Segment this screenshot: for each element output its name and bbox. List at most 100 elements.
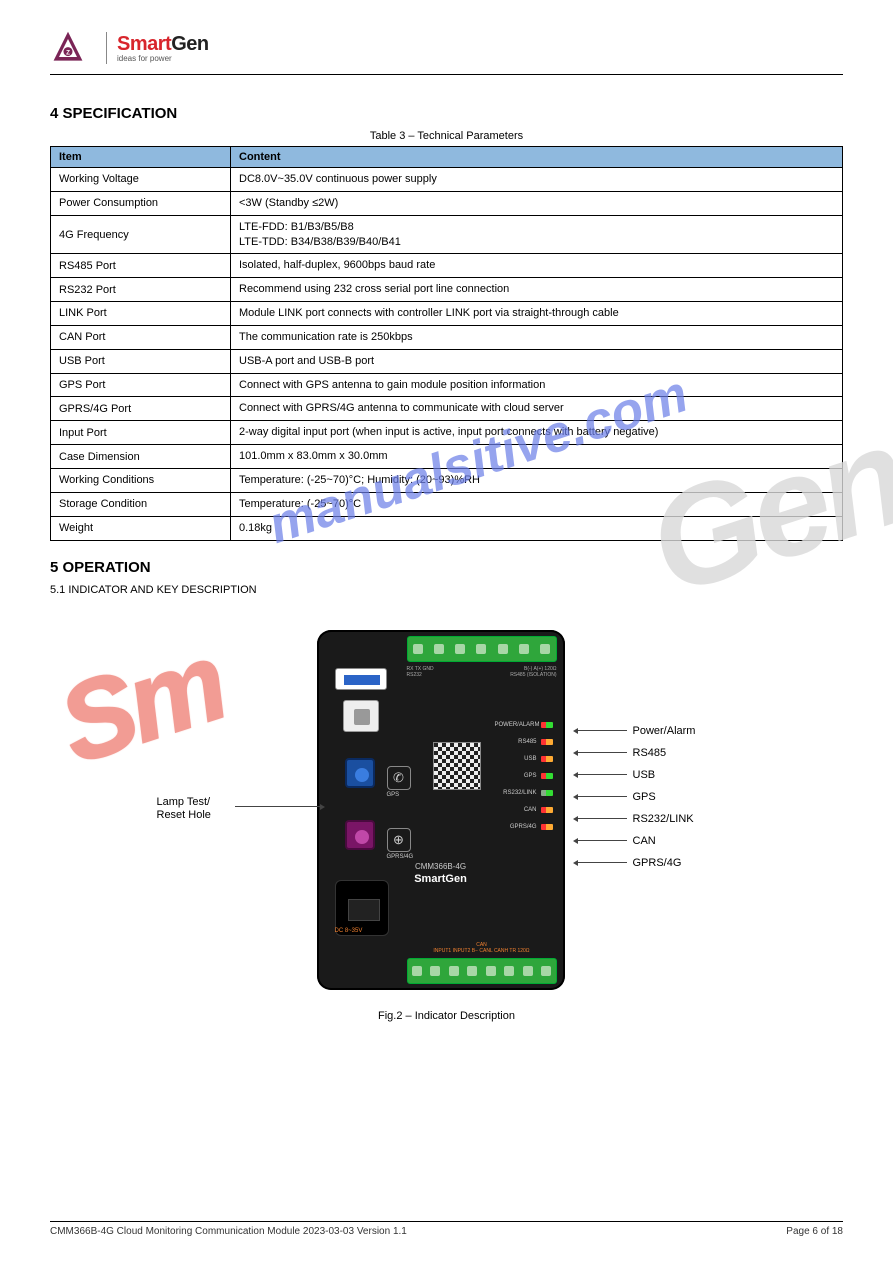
table-header-content: Content: [231, 147, 843, 168]
table-cell-content: USB-A port and USB-B port: [231, 349, 843, 373]
table-row: Working ConditionsTemperature: (-25~70)°…: [51, 468, 843, 492]
led-row: RS485: [495, 739, 553, 745]
table-cell-content: Connect with GPS antenna to gain module …: [231, 373, 843, 397]
table-cell-item: Power Consumption: [51, 191, 231, 215]
section-title-op: 5 OPERATION: [50, 559, 843, 576]
callout: Power/Alarm: [577, 720, 696, 742]
table-cell-item: USB Port: [51, 349, 231, 373]
table-cell-content: Recommend using 232 cross serial port li…: [231, 278, 843, 302]
led-row: GPRS/4G: [495, 824, 553, 830]
qr-code: [433, 742, 481, 790]
callout: GPS: [577, 786, 696, 808]
table-cell-item: GPS Port: [51, 373, 231, 397]
table-row: CAN PortThe communication rate is 250kbp…: [51, 325, 843, 349]
led-panel-label: POWER/ALARM: [495, 722, 537, 728]
table-cell-content: 2-way digital input port (when input is …: [231, 421, 843, 445]
table-row: GPS PortConnect with GPS antenna to gain…: [51, 373, 843, 397]
brand-gen: Gen: [171, 33, 208, 55]
led-indicator: [541, 807, 553, 813]
led-panel-label: RS232/LINK: [495, 790, 537, 796]
table-cell-item: Case Dimension: [51, 445, 231, 469]
figure-wrap: RX TX GNDB(-) A(+) 120Ω RS232RS485 (ISOL…: [50, 620, 843, 1022]
table-cell-item: RS485 Port: [51, 254, 231, 278]
table-cell-content: DC8.0V~35.0V continuous power supply: [231, 168, 843, 192]
terminal-bottom: [407, 958, 557, 984]
figure-caption: Fig.2 – Indicator Description: [50, 1010, 843, 1022]
brand-smart: Smart: [117, 33, 171, 55]
table-cell-item: Storage Condition: [51, 492, 231, 516]
led-row: CAN: [495, 807, 553, 813]
footer-right: Page 6 of 18: [786, 1226, 843, 1237]
led-panel-label: RS485: [495, 739, 537, 745]
led-column: POWER/ALARMRS485USBGPSRS232/LINKCANGPRS/…: [495, 722, 553, 830]
callout-text: CAN: [633, 835, 656, 847]
callout: RS485: [577, 742, 696, 764]
table-cell-content: 101.0mm x 83.0mm x 30.0mm: [231, 445, 843, 469]
led-indicator: [541, 722, 553, 728]
table-cell-item: Working Conditions: [51, 468, 231, 492]
table-cell-item: GPRS/4G Port: [51, 397, 231, 421]
callout-text: Power/Alarm: [633, 725, 696, 737]
table-cell-content: <3W (Standby ≤2W): [231, 191, 843, 215]
table-row: Weight0.18kg: [51, 516, 843, 540]
led-indicator: [541, 790, 553, 796]
callout: USB: [577, 764, 696, 786]
table-row: Case Dimension101.0mm x 83.0mm x 30.0mm: [51, 445, 843, 469]
callout-text: GPRS/4G: [633, 857, 682, 869]
pcb-bottom-labels: CAN INPUT1 INPUT2 B− CANL CANH TR 120Ω: [407, 942, 557, 954]
table-row: LINK PortModule LINK port connects with …: [51, 302, 843, 326]
table-row: RS232 PortRecommend using 232 cross seri…: [51, 278, 843, 302]
globe-icon: ⊕: [387, 828, 411, 852]
brand-tagline: ideas for power: [117, 54, 209, 63]
4g-antenna-port: [345, 820, 375, 850]
usb-b-port: [343, 700, 379, 732]
led-row: USB: [495, 756, 553, 762]
led-row: RS232/LINK: [495, 790, 553, 796]
led-panel-label: USB: [495, 756, 537, 762]
header-divider: [106, 32, 107, 64]
logo-icon: Z: [50, 30, 86, 66]
table-cell-item: 4G Frequency: [51, 215, 231, 254]
table-row: GPRS/4G PortConnect with GPRS/4G antenna…: [51, 397, 843, 421]
dc-label: DC 8~35V: [335, 928, 363, 934]
device-brand: SmartGen: [317, 873, 565, 885]
table-cell-content: Connect with GPRS/4G antenna to communic…: [231, 397, 843, 421]
table-cell-content: Module LINK port connects with controlle…: [231, 302, 843, 326]
gps-label: GPS: [387, 792, 400, 798]
table-cell-item: Working Voltage: [51, 168, 231, 192]
callout-text: GPS: [633, 791, 656, 803]
terminal-top: [407, 636, 557, 662]
table-cell-content: Temperature: (-25~70)°C; Humidity: (20~9…: [231, 468, 843, 492]
table-row: Power Consumption<3W (Standby ≤2W): [51, 191, 843, 215]
net-label: GPRS/4G: [387, 854, 414, 860]
table-cell-item: Weight: [51, 516, 231, 540]
callouts-right: Power/Alarm RS485 USB GPS RS232/LINK CAN GPRS/…: [577, 720, 696, 874]
table-cell-content: The communication rate is 250kbps: [231, 325, 843, 349]
device-model: CMM366B-4G: [317, 862, 565, 871]
section-subtitle: 5.1 INDICATOR AND KEY DESCRIPTION: [50, 584, 843, 596]
table-cell-content: Temperature: (-25~70)°C: [231, 492, 843, 516]
gps-icon: ✆: [387, 766, 411, 790]
led-panel-label: CAN: [495, 807, 537, 813]
table-cell-content: LTE-FDD: B1/B3/B5/B8LTE-TDD: B34/B38/B39…: [231, 215, 843, 254]
logo-text: SmartGen ideas for power: [117, 33, 209, 63]
gps-antenna-port: [345, 758, 375, 788]
table-row: USB PortUSB-A port and USB-B port: [51, 349, 843, 373]
table-cell-content: 0.18kg: [231, 516, 843, 540]
table-row: Working VoltageDC8.0V~35.0V continuous p…: [51, 168, 843, 192]
table-row: RS485 PortIsolated, half-duplex, 9600bps…: [51, 254, 843, 278]
led-indicator: [541, 824, 553, 830]
led-indicator: [541, 739, 553, 745]
page-header: Z SmartGen ideas for power: [50, 30, 843, 75]
callout: RS232/LINK: [577, 808, 696, 830]
callout: GPRS/4G: [577, 852, 696, 874]
callout-lamp-test: Lamp Test/ Reset Hole: [157, 796, 211, 822]
led-panel-label: GPRS/4G: [495, 824, 537, 830]
device-diagram: RX TX GNDB(-) A(+) 120Ω RS232RS485 (ISOL…: [137, 620, 757, 1000]
page-footer: CMM366B-4G Cloud Monitoring Communicatio…: [50, 1221, 843, 1237]
callout-text: RS485: [633, 747, 667, 759]
device-body: RX TX GNDB(-) A(+) 120Ω RS232RS485 (ISOL…: [317, 630, 565, 990]
table-header-item: Item: [51, 147, 231, 168]
table-row: 4G FrequencyLTE-FDD: B1/B3/B5/B8LTE-TDD:…: [51, 215, 843, 254]
svg-text:Z: Z: [66, 49, 70, 56]
